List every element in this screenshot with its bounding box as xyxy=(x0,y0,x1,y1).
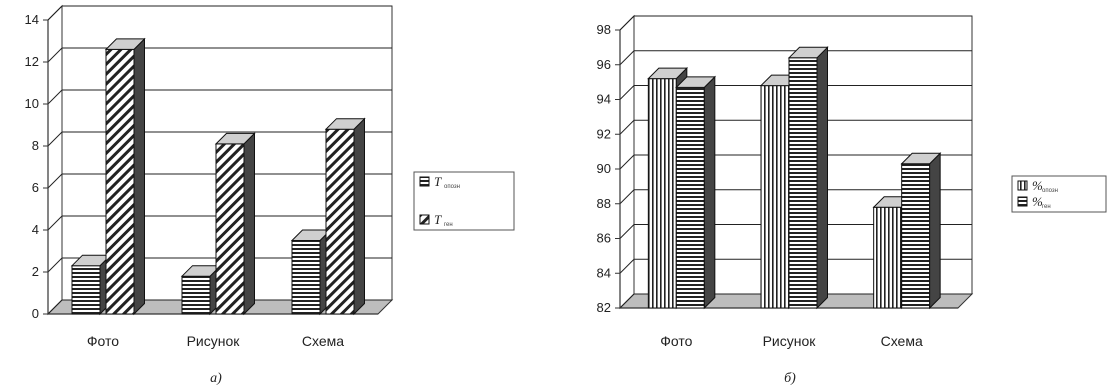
legend-swatch xyxy=(1017,180,1028,191)
legend-box xyxy=(413,171,515,231)
bar-side xyxy=(703,75,716,310)
gridline-side xyxy=(619,50,635,66)
legend-subscript: ген xyxy=(444,222,453,228)
legend-subscript: опозн xyxy=(444,184,460,190)
legend-label: % xyxy=(1032,178,1043,193)
category-label: Рисунок xyxy=(187,333,241,349)
y-tick-label: 0 xyxy=(32,306,39,321)
gridline-side xyxy=(47,131,63,147)
y-tick-label: 4 xyxy=(32,222,39,237)
bar xyxy=(70,253,112,316)
y-tick-label: 84 xyxy=(597,265,611,280)
y-tick-label: 92 xyxy=(597,126,611,141)
gridline-side xyxy=(47,173,63,189)
bar-face xyxy=(291,240,321,315)
bar-face xyxy=(181,275,211,315)
bar-face xyxy=(105,48,135,315)
legend-subscript: ген xyxy=(1042,204,1051,210)
legend-box xyxy=(1011,175,1107,213)
bar-face xyxy=(647,78,677,309)
plot-side-wall xyxy=(47,4,63,316)
category-label: Фото xyxy=(87,333,119,349)
gridline-side xyxy=(47,299,63,315)
gridline-side xyxy=(619,154,635,170)
y-tick-label: 82 xyxy=(597,300,611,315)
gridline-side xyxy=(47,47,63,63)
chart-caption: б) xyxy=(784,371,796,386)
bar xyxy=(290,228,332,316)
bar-top xyxy=(900,152,942,165)
bar-face xyxy=(901,163,931,309)
y-tick-label: 12 xyxy=(25,54,39,69)
gridline-side xyxy=(619,258,635,274)
category-label: Рисунок xyxy=(763,333,817,349)
gridline-side xyxy=(619,189,635,205)
bar-face xyxy=(788,57,818,309)
bar-side xyxy=(133,37,145,316)
bar-face xyxy=(760,85,790,309)
legend-swatch xyxy=(419,214,430,225)
bar-side xyxy=(816,46,828,310)
legend-swatch xyxy=(1017,196,1028,207)
gridline-side xyxy=(47,257,63,273)
gridline-side xyxy=(619,224,635,239)
gridline-side xyxy=(47,215,63,231)
y-tick-label: 10 xyxy=(25,96,39,111)
category-label: Фото xyxy=(660,333,692,349)
y-tick-label: 6 xyxy=(32,180,39,195)
bar-top xyxy=(647,67,689,80)
bar-side xyxy=(243,132,255,316)
bar-top xyxy=(214,132,256,145)
bar-side xyxy=(929,152,941,310)
bar xyxy=(214,132,256,316)
gridline-side xyxy=(619,119,635,135)
gridline-side xyxy=(47,5,63,21)
y-tick-label: 94 xyxy=(597,92,611,107)
category-label: Схема xyxy=(302,333,344,349)
bar xyxy=(787,46,829,310)
y-tick-label: 96 xyxy=(597,57,611,72)
y-tick-label: 14 xyxy=(25,12,39,27)
bar xyxy=(900,152,942,310)
y-tick-label: 86 xyxy=(597,231,611,246)
bar-top xyxy=(675,76,717,88)
chart-caption: а) xyxy=(210,371,222,386)
legend-subscript: опозн xyxy=(1042,188,1058,194)
bar-side xyxy=(353,117,365,316)
bar-top xyxy=(324,118,366,130)
bar-top xyxy=(787,46,829,59)
y-tick-label: 2 xyxy=(32,264,39,279)
bar-face xyxy=(873,206,903,309)
legend: % опозн% ген xyxy=(1011,175,1107,213)
y-tick-label: 90 xyxy=(597,161,611,176)
legend-label: % xyxy=(1032,194,1043,209)
y-tick-label: 88 xyxy=(597,196,611,211)
gridline-side xyxy=(47,89,63,105)
y-tick-label: 98 xyxy=(597,22,611,37)
bar-face xyxy=(325,128,355,315)
gridline-side xyxy=(619,15,635,31)
legend-label: T xyxy=(434,174,442,189)
legend-label: T xyxy=(434,212,442,227)
bar-top xyxy=(104,38,146,50)
bar xyxy=(675,75,717,310)
category-label: Схема xyxy=(881,333,923,349)
bar-face xyxy=(71,265,101,315)
gridline-side xyxy=(619,293,635,309)
bar xyxy=(104,37,146,316)
legend-swatch xyxy=(419,176,430,187)
y-tick-label: 8 xyxy=(32,138,39,153)
bar-face xyxy=(675,86,705,309)
gridline-side xyxy=(619,85,635,100)
bar xyxy=(324,117,366,316)
bar-face xyxy=(215,143,245,315)
bar xyxy=(180,264,222,316)
